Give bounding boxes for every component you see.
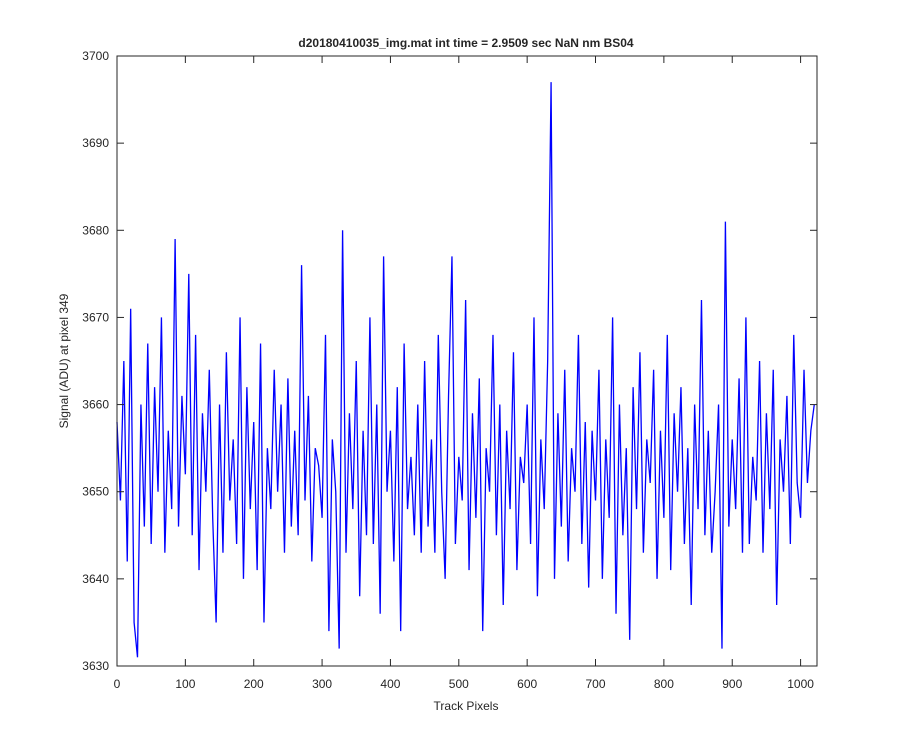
y-tick-label: 3690 [82, 136, 109, 150]
x-tick-label: 800 [654, 677, 674, 691]
x-tick-label: 200 [244, 677, 264, 691]
y-tick-label: 3660 [82, 398, 109, 412]
x-tick-label: 900 [722, 677, 742, 691]
x-tick-label: 600 [517, 677, 537, 691]
plot-frame [116, 55, 818, 667]
chart-title: d20180410035_img.mat int time = 2.9509 s… [298, 36, 634, 50]
x-tick-label: 1000 [787, 677, 814, 691]
y-tick-label: 3650 [82, 485, 109, 499]
y-axis-label: Signal (ADU) at pixel 349 [57, 293, 71, 428]
y-tick-label: 3640 [82, 572, 109, 586]
y-tick-label: 3680 [82, 223, 109, 237]
x-tick-label: 100 [175, 677, 195, 691]
x-tick-label: 300 [312, 677, 332, 691]
data-line [116, 82, 815, 658]
y-tick-label: 3670 [82, 310, 109, 324]
x-tick-label: 500 [449, 677, 469, 691]
y-tick-label: 3700 [82, 49, 109, 63]
y-tick-label: 3630 [82, 659, 109, 673]
x-tick-label: 400 [380, 677, 400, 691]
x-tick-label: 700 [586, 677, 606, 691]
x-tick-label: 0 [114, 677, 121, 691]
x-axis-label: Track Pixels [434, 699, 499, 713]
